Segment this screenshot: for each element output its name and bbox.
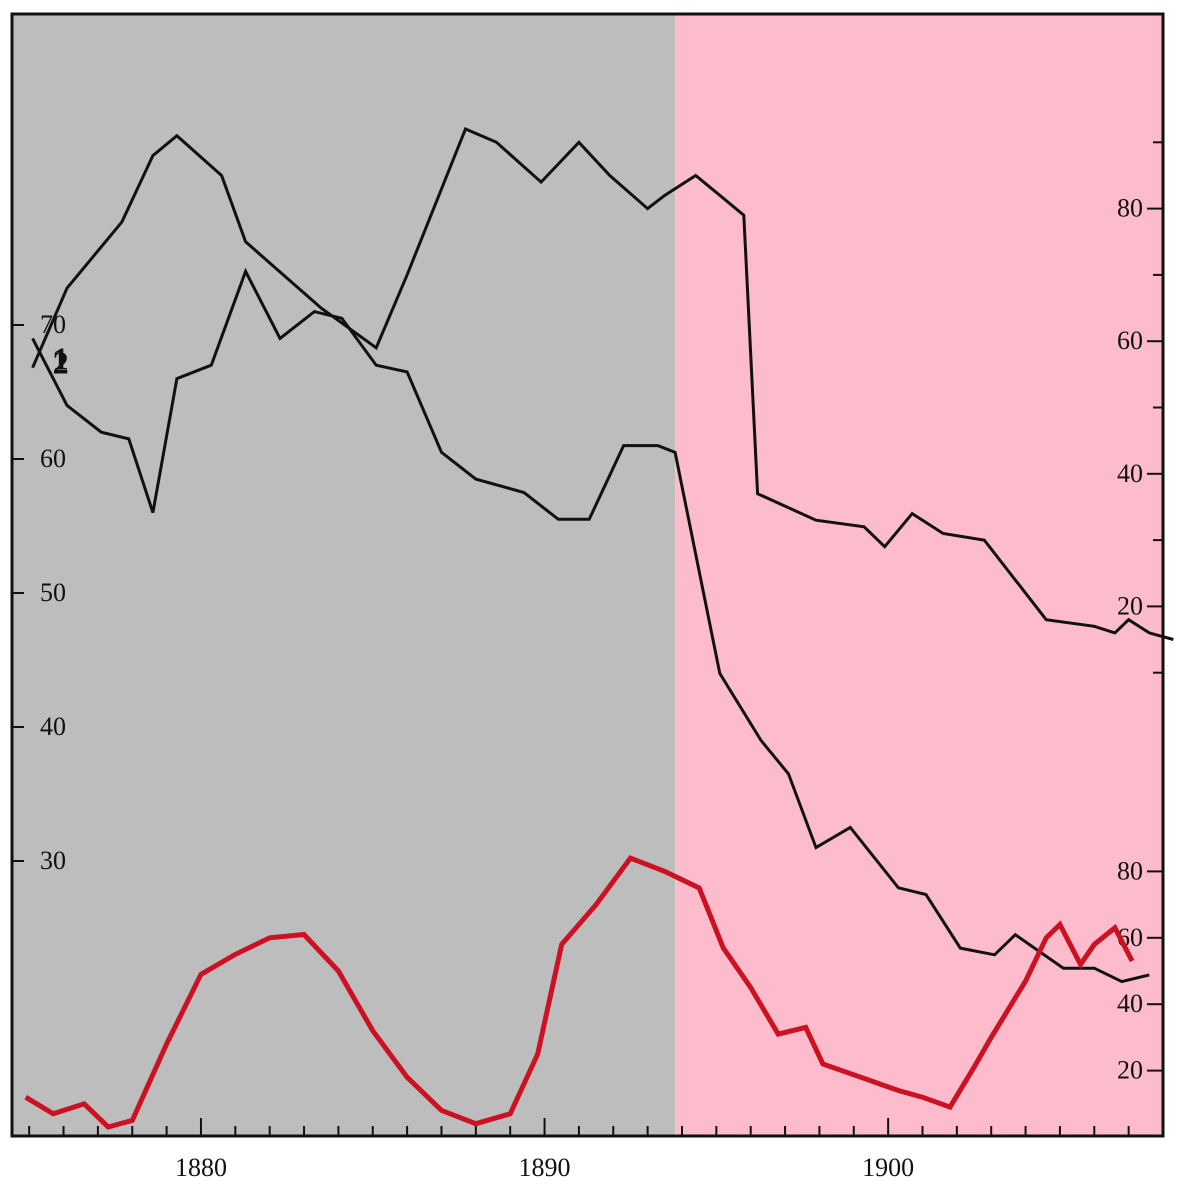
right-upper-tick-label: 40	[1117, 459, 1143, 488]
x-tick-label: 1900	[862, 1153, 914, 1182]
x-tick-label: 1880	[175, 1153, 227, 1182]
left-tick-label: 30	[40, 846, 66, 875]
background-bands	[12, 14, 1163, 1136]
background-band-1	[12, 14, 676, 1136]
background-band-2	[675, 14, 1163, 1136]
left-tick-label: 60	[40, 444, 66, 473]
series-line-3	[24, 855, 1135, 1130]
right-upper-tick-label: 80	[1117, 194, 1143, 223]
series-labels: 12	[53, 341, 69, 381]
left-axis: 30 40 50 60 70	[12, 310, 66, 875]
x-axis: 1880 1890 1900	[28, 1118, 1164, 1182]
right-upper-tick-label: 60	[1117, 326, 1143, 355]
right-lower-tick-label: 20	[1117, 1056, 1143, 1085]
series-lines	[24, 127, 1174, 1130]
series-line-2	[31, 267, 1150, 984]
right-upper-axis: 20 40 60 80	[1117, 141, 1163, 674]
series-line-1	[31, 127, 1174, 641]
x-tick-label: 1890	[519, 1153, 571, 1182]
right-lower-tick-label: 40	[1117, 989, 1143, 1018]
right-upper-tick-label: 20	[1117, 591, 1143, 620]
series-label-1: 1	[53, 341, 69, 377]
left-tick-label: 50	[40, 578, 66, 607]
series-label-2: 2	[53, 344, 69, 380]
left-tick-label: 40	[40, 712, 66, 741]
right-lower-tick-label: 80	[1117, 856, 1143, 885]
left-tick-label: 70	[40, 310, 66, 339]
plot-frame	[10, 12, 1165, 1138]
